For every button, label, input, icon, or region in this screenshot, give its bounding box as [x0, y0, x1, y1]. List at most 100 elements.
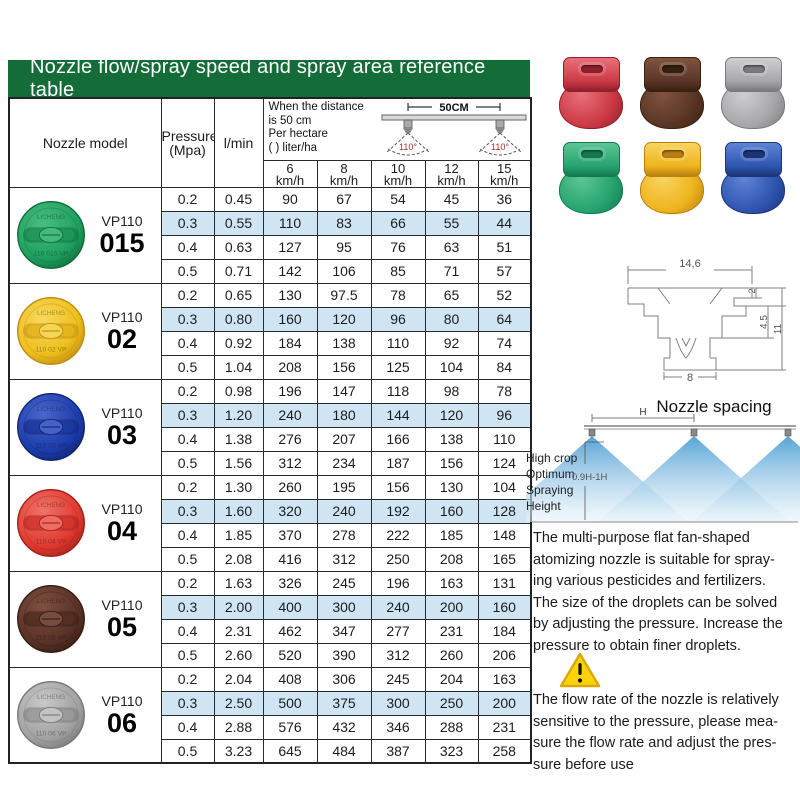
speed-cell: 204 — [424, 666, 479, 692]
dim-step-small: 2 — [747, 288, 757, 293]
svg-text:LICHENG: LICHENG — [37, 406, 65, 413]
speed-cell: 576 — [262, 714, 318, 740]
speed-cell: 95 — [316, 234, 372, 260]
speed-cell: 208 — [424, 546, 479, 572]
table-row: 0.4 0.92 184 138 110 92 74 — [9, 330, 532, 356]
model-series: VP110 — [101, 597, 143, 613]
speed-cell: 54 — [370, 186, 426, 212]
speed-cell: 130 — [262, 282, 318, 308]
pressure-label-line2: (Mpa) — [169, 141, 206, 158]
svg-text:LICHENG: LICHENG — [37, 310, 65, 317]
speed-cell: 260 — [424, 642, 479, 668]
speed-cell: 185 — [424, 522, 479, 548]
speed-cell: 387 — [370, 738, 426, 764]
speed-cell: 165 — [477, 546, 532, 572]
dim-top-width: 14,6 — [679, 258, 700, 270]
speed-cell: 187 — [370, 450, 426, 476]
model-series: VP110 — [101, 309, 143, 325]
speed-cell: 63 — [424, 234, 479, 260]
speed-cell: 390 — [316, 642, 372, 668]
speed-cell: 416 — [262, 546, 318, 572]
pressure-cell: 0.2 — [160, 666, 215, 692]
speed-cell: 96 — [370, 306, 426, 332]
angle-label: 110° — [491, 142, 509, 152]
speed-cell: 96 — [477, 402, 532, 428]
speed-cell: 184 — [262, 330, 318, 356]
speed-cell: 288 — [424, 714, 479, 740]
pressure-cell: 0.3 — [160, 690, 215, 716]
page-title: Nozzle flow/spray speed and spray area r… — [8, 56, 530, 101]
speed-cell: 222 — [370, 522, 426, 548]
nozzle-photo-red — [556, 55, 626, 131]
speed-cell: 520 — [262, 642, 318, 668]
speed-cell: 245 — [370, 666, 426, 692]
model-cell-03: LICHENG 110 03 VP VP110 03 — [8, 378, 162, 476]
text-line: sure before use — [533, 756, 634, 773]
model-size: 04 — [106, 516, 138, 546]
svg-text:LICHENG: LICHENG — [37, 694, 65, 701]
speed-cell: 484 — [316, 738, 372, 764]
col-header-speed-12: 12 km/h — [424, 159, 479, 188]
col-header-flow: l/min — [213, 97, 264, 188]
col-header-pressure: Pressure (Mpa) — [160, 97, 215, 188]
speed-cell: 166 — [370, 426, 426, 452]
flow-cell: 1.56 — [213, 450, 264, 476]
pressure-cell: 0.4 — [160, 234, 215, 260]
table-row: LICHENG 110 06 VP VP110 06 0.2 2.04 408 306 245 2… — [8, 666, 532, 764]
speed-cell: 163 — [424, 570, 479, 596]
flow-cell: 0.71 — [213, 258, 264, 284]
nozzle-slot — [580, 65, 603, 73]
nozzle-slot — [661, 65, 684, 73]
pressure-cell: 0.5 — [160, 450, 215, 476]
speed-cell: 156 — [370, 474, 426, 500]
nozzle-photo-gray — [718, 55, 788, 131]
flow-cell: 1.85 — [213, 522, 264, 548]
speed-cell: 66 — [370, 210, 426, 236]
speed-cell: 234 — [316, 450, 372, 476]
speed-cell: 45 — [424, 186, 479, 212]
model-cell-02: LICHENG 110 02 VP VP110 02 — [8, 282, 162, 380]
speed-cell: 83 — [316, 210, 372, 236]
table-row: 0.4 2.31 462 347 277 231 184 — [9, 618, 532, 644]
flow-cell: 1.20 — [213, 402, 264, 428]
distance-note-cell: When the distance is 50 cm Per hectare (… — [262, 97, 532, 161]
pressure-cell: 0.2 — [160, 570, 215, 596]
flow-cell: 2.00 — [213, 594, 264, 620]
speed-cell: 138 — [424, 426, 479, 452]
boom-spacing-diagram: 50CM 110° 110° — [381, 102, 527, 156]
nozzle-disc: LICHENG 110 05 VP — [17, 585, 85, 653]
speed-cell: 160 — [262, 306, 318, 332]
table-row: 0.5 2.60 520 390 312 260 206 — [9, 642, 532, 668]
left-label-line3: Spraying — [526, 483, 573, 497]
flow-cell: 0.98 — [213, 378, 264, 404]
table-row: LICHENG 110 02 VP VP110 02 0.2 0.65 130 97.5 78 6… — [8, 282, 532, 380]
speed-cell: 195 — [316, 474, 372, 500]
col-header-speed-10: 10 km/h — [370, 159, 426, 188]
speed-cell: 326 — [262, 570, 318, 596]
speed-cell: 500 — [262, 690, 318, 716]
left-label-line4: Height — [526, 499, 561, 513]
flow-cell: 2.04 — [213, 666, 264, 692]
speed-cell: 128 — [477, 498, 532, 524]
distance-note: When the distance is 50 cm Per hectare (… — [268, 101, 364, 154]
height-range-label: 0.9H-1H — [572, 472, 608, 483]
pressure-cell: 0.5 — [160, 258, 215, 284]
model-size: 02 — [106, 324, 138, 354]
speed-cell: 104 — [424, 354, 479, 380]
speed-cell: 312 — [370, 642, 426, 668]
table-row: 0.3 2.00 400 300 240 200 160 — [9, 594, 532, 620]
svg-text:110 04 VP: 110 04 VP — [35, 539, 67, 546]
model-cell-06: LICHENG 110 06 VP VP110 06 — [8, 666, 162, 764]
spacing-title: Nozzle spacing — [656, 397, 771, 416]
speed-cell: 110 — [370, 330, 426, 356]
h-dim-label: H — [639, 407, 646, 418]
reference-table: Nozzle model Pressure (Mpa) l/min When t… — [8, 97, 533, 764]
speed-cell: 306 — [316, 666, 372, 692]
table-row: LICHENG 110 03 VP VP110 03 0.2 0.98 196 147 118 9… — [8, 378, 532, 476]
flow-cell: 1.38 — [213, 426, 264, 452]
model-series: VP110 — [101, 692, 143, 709]
dim-step-inner: 4.5 — [759, 315, 770, 329]
speed-cell: 375 — [316, 690, 372, 716]
table-row: 0.4 0.63 127 95 76 63 51 — [9, 234, 532, 260]
speed-cell: 250 — [424, 690, 479, 716]
